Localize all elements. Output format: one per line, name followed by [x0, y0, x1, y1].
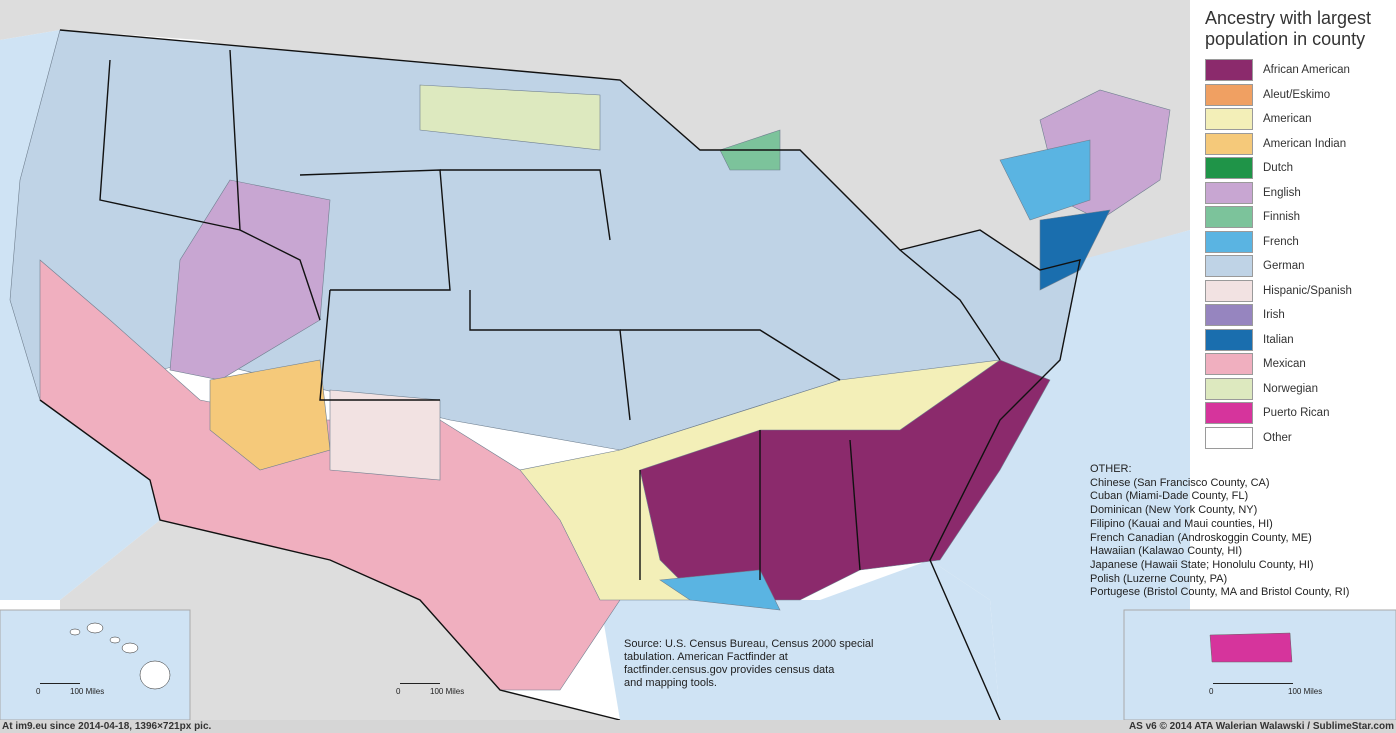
other-line: Portugese (Bristol County, MA and Bristo…	[1090, 586, 1350, 599]
source-line: factfinder.census.gov provides census da…	[624, 664, 835, 676]
region-hispanic	[329, 389, 441, 481]
legend-item: Puerto Rican	[1205, 401, 1395, 426]
source-line: tabulation. American Factfinder at	[624, 651, 788, 663]
legend-label: Finnish	[1263, 211, 1301, 224]
legend-label: American	[1263, 113, 1312, 126]
legend-swatch	[1205, 59, 1253, 82]
other-heading: OTHER:	[1090, 463, 1132, 475]
legend-label: African American	[1263, 64, 1350, 77]
atlantic-ocean	[930, 230, 1190, 720]
legend-label: Hispanic/Spanish	[1263, 284, 1352, 297]
other-line: Cuban (Miami-Dade County, FL)	[1090, 490, 1249, 503]
legend-item: English	[1205, 181, 1395, 206]
legend-label: German	[1263, 260, 1305, 273]
legend-item: Irish	[1205, 303, 1395, 328]
legend-swatch	[1205, 255, 1253, 278]
puerto-rico-island	[1209, 632, 1293, 663]
legend-swatch	[1205, 132, 1253, 155]
legend-items: African American Aleut/Eskimo American Amer…	[1195, 58, 1395, 450]
legend-swatch	[1205, 377, 1253, 400]
legend-swatch	[1205, 279, 1253, 302]
legend-item: African American	[1205, 58, 1395, 83]
legend-swatch	[1205, 353, 1253, 376]
region-french-la	[659, 569, 781, 611]
legend-label: Puerto Rican	[1263, 407, 1330, 420]
source-note: Source: U.S. Census Bureau, Census 2000 …	[624, 638, 914, 690]
legend-label: Italian	[1263, 333, 1294, 346]
other-line: French Canadian (Androskoggin County, ME…	[1090, 531, 1312, 544]
image-host-footer: At im9.eu since 2014-04-18, 1396×721px p…	[0, 720, 1396, 733]
legend-item: Italian	[1205, 328, 1395, 353]
pr-scale-miles: 100 Miles	[1288, 687, 1323, 696]
other-line: Chinese (San Francisco County, CA)	[1090, 476, 1270, 489]
legend-item: Finnish	[1205, 205, 1395, 230]
legend-label: Dutch	[1263, 162, 1294, 175]
legend-label: Aleut/Eskimo	[1263, 88, 1331, 101]
footer-left[interactable]: At im9.eu since 2014-04-18, 1396×721px p…	[2, 721, 212, 732]
legend-label: English	[1263, 186, 1301, 199]
hawaii-islands	[69, 622, 171, 690]
legend-item: Mexican	[1205, 352, 1395, 377]
legend-label: Mexican	[1263, 358, 1306, 371]
legend-item: Other	[1205, 426, 1395, 451]
legend-swatch	[1205, 181, 1253, 204]
legend-swatch	[1205, 328, 1253, 351]
legend-title: Ancestry with largest population in coun…	[1205, 8, 1372, 49]
region-norwegian	[419, 84, 601, 151]
legend-label: Other	[1263, 431, 1292, 444]
conus-scale-zero: 0	[396, 687, 401, 696]
other-line: Filipino (Kauai and Maui counties, HI)	[1090, 517, 1273, 530]
region-american-indian	[209, 359, 331, 471]
legend-label: French	[1263, 235, 1299, 248]
region-italian-ne	[1039, 209, 1111, 291]
state-borders	[39, 29, 1081, 720]
legend-label: Norwegian	[1263, 382, 1318, 395]
hawaii-scale-bar	[40, 683, 80, 684]
hawaii-scale-miles: 100 Miles	[70, 687, 105, 696]
canada-land	[0, 0, 1190, 270]
legend-swatch	[1205, 157, 1253, 180]
legend-swatch	[1205, 304, 1253, 327]
source-line: Source: U.S. Census Bureau, Census 2000 …	[624, 638, 874, 650]
legend-item: Dutch	[1205, 156, 1395, 181]
legend-item: French	[1205, 230, 1395, 255]
conus-scale-bar	[400, 683, 440, 684]
legend-item: American	[1205, 107, 1395, 132]
legend-swatch	[1205, 426, 1253, 449]
legend-item: Aleut/Eskimo	[1205, 83, 1395, 108]
pr-scale-zero: 0	[1209, 687, 1214, 696]
other-line: Polish (Luzerne County, PA)	[1090, 572, 1228, 585]
legend-label: Irish	[1263, 309, 1285, 322]
pr-scale-bar	[1213, 683, 1293, 684]
legend-swatch	[1205, 83, 1253, 106]
conus-scale-miles: 100 Miles	[430, 687, 465, 696]
mexico-land	[60, 520, 620, 720]
hawaii-scale-zero: 0	[36, 687, 41, 696]
region-french-ne	[999, 139, 1091, 221]
legend-swatch	[1205, 108, 1253, 131]
legend-swatch	[1205, 230, 1253, 253]
footer-right[interactable]: AS v6 © 2014 ATA Walerian Walawski / Sub…	[1128, 721, 1394, 732]
legend-swatch	[1205, 402, 1253, 425]
source-line: and mapping tools.	[624, 677, 717, 689]
other-note: OTHER: Chinese (San Francisco County, CA…	[1090, 463, 1390, 600]
legend-swatch	[1205, 206, 1253, 229]
legend-item: Norwegian	[1205, 377, 1395, 402]
pacific-ocean	[0, 30, 160, 600]
other-line: Japanese (Hawaii State; Honolulu County,…	[1090, 558, 1314, 571]
legend-item: American Indian	[1205, 132, 1395, 157]
other-line: Dominican (New York County, NY)	[1090, 504, 1258, 517]
legend: Ancestry with largest population in coun…	[1195, 8, 1395, 450]
puerto-rico-inset	[1123, 609, 1396, 720]
other-line: Hawaiian (Kalawao County, HI)	[1090, 545, 1243, 558]
legend-item: German	[1205, 254, 1395, 279]
legend-label: American Indian	[1263, 137, 1347, 150]
legend-item: Hispanic/Spanish	[1205, 279, 1395, 304]
